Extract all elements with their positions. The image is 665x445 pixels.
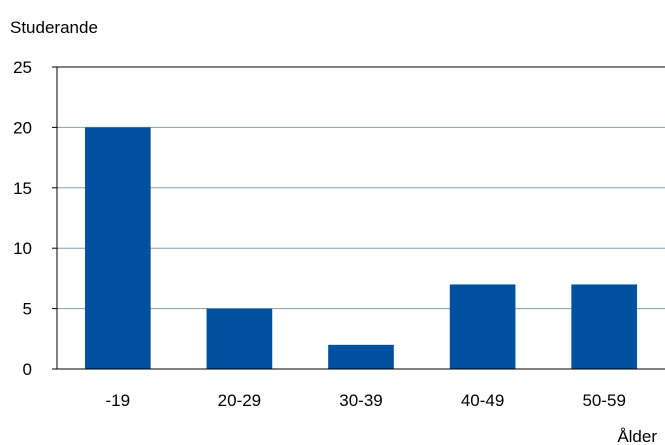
x-tick-label: 50-59: [582, 391, 625, 410]
y-tick-label: 5: [23, 300, 32, 319]
y-tick-label: 10: [13, 239, 32, 258]
x-tick-label: 40-49: [461, 391, 504, 410]
x-axis-title: Ålder: [617, 427, 657, 445]
bar-50-59: [571, 284, 638, 369]
y-tick-labels: 0 5 10 15 20 25: [13, 58, 32, 379]
x-tick-label: 30-39: [339, 391, 382, 410]
y-tick-label: 20: [13, 118, 32, 137]
x-tick-labels: -19 20-29 30-39 40-49 50-59: [106, 391, 626, 410]
y-tick-label: 15: [13, 179, 32, 198]
x-tick-label: 20-29: [218, 391, 261, 410]
bar--19: [84, 127, 151, 370]
bars: [84, 127, 638, 370]
x-tick-label: -19: [106, 391, 131, 410]
bar-30-39: [328, 344, 394, 369]
bar-40-49: [449, 284, 516, 369]
y-tick-label: 0: [23, 360, 32, 379]
bar-20-29: [206, 308, 273, 369]
axes: [52, 66, 665, 370]
y-tick-label: 25: [13, 58, 32, 77]
y-axis-title: Studerande: [10, 18, 98, 37]
